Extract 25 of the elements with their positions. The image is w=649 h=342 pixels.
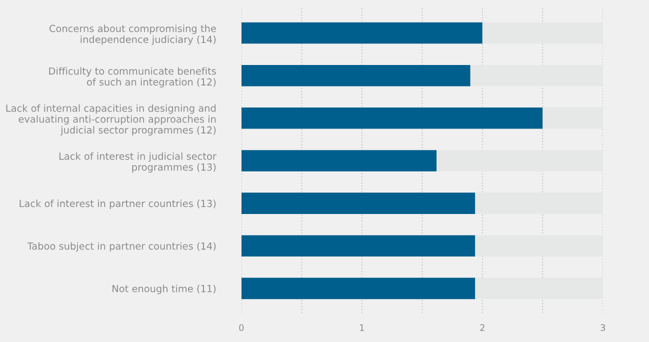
bar <box>241 108 543 129</box>
y-tick-label: Lack of interest in partner countries (13) <box>20 200 216 210</box>
y-tick-label: Lack of interest in judicial sector programmes (13) <box>59 152 216 173</box>
bar <box>470 64 603 86</box>
bar <box>542 108 603 129</box>
bar <box>436 150 603 172</box>
x-tick-label: 1 <box>360 324 364 331</box>
bar <box>241 150 437 172</box>
bar <box>482 22 603 44</box>
bar <box>241 235 476 257</box>
bar <box>241 64 470 86</box>
x-tick-label: 0 <box>239 324 244 332</box>
x-tick-label: 2 <box>480 324 484 331</box>
bar <box>475 278 603 300</box>
x-tick-label: 3 <box>600 324 606 332</box>
bar <box>241 278 476 300</box>
bar <box>241 22 482 44</box>
y-tick-label: Lack of internal capacities in designing and evaluating anti-corruption approaches in judicial sector programmes (12) <box>6 104 216 136</box>
y-tick-label: Difficulty to communicate benefits of such an integration (12) <box>49 67 216 88</box>
bar <box>475 235 603 257</box>
bar <box>475 192 603 214</box>
y-tick-label: Concerns about compromising the independence judiciary (14) <box>49 24 216 45</box>
y-tick-label: Not enough time (11) <box>112 284 216 294</box>
bar <box>241 192 476 214</box>
y-tick-label: Taboo subject in partner countries (14) <box>27 242 216 252</box>
